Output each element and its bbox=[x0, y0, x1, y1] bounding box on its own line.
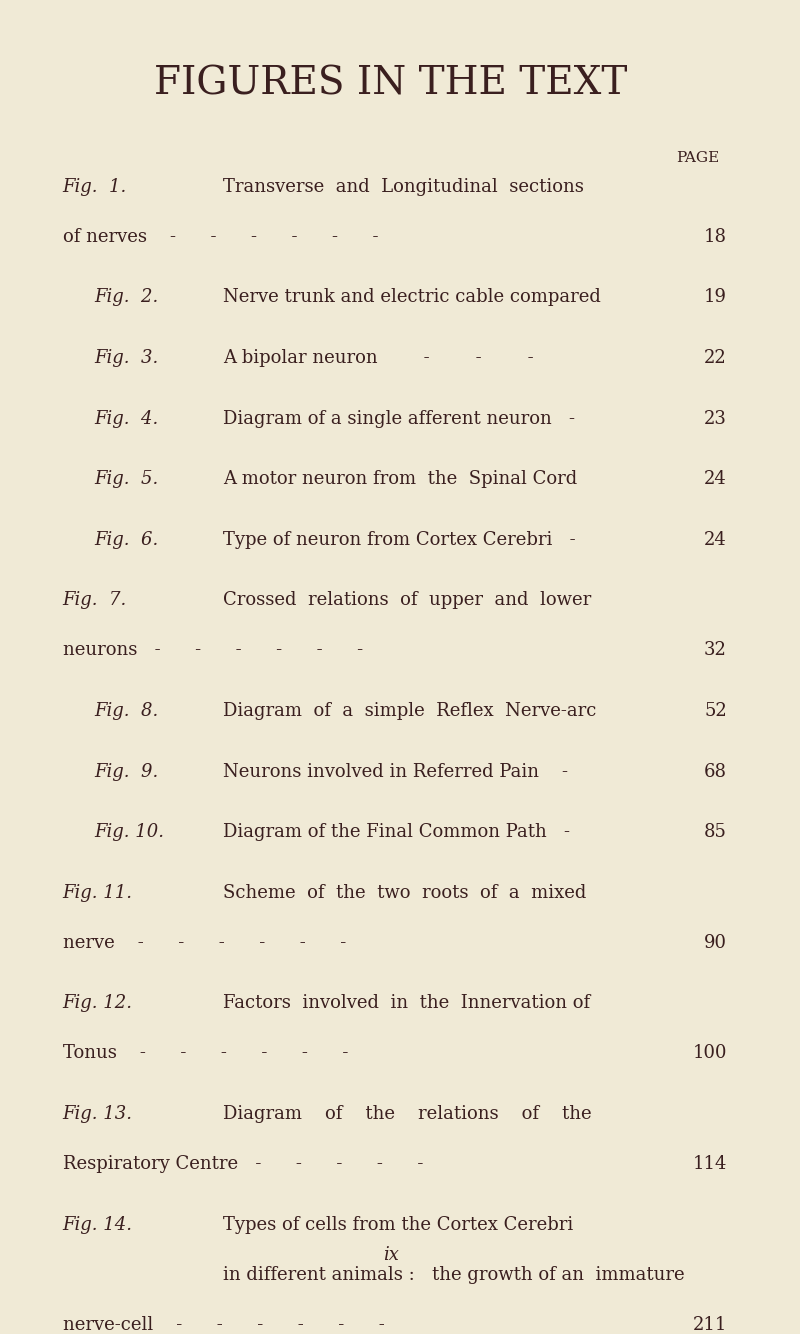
Text: Fig.  4.: Fig. 4. bbox=[94, 410, 158, 428]
Text: Factors  involved  in  the  Innervation of: Factors involved in the Innervation of bbox=[222, 994, 590, 1013]
Text: Diagram of the Final Common Path   -: Diagram of the Final Common Path - bbox=[222, 823, 570, 842]
Text: Transverse  and  Longitudinal  sections: Transverse and Longitudinal sections bbox=[222, 177, 584, 196]
Text: 24: 24 bbox=[704, 470, 727, 488]
Text: 19: 19 bbox=[704, 288, 727, 307]
Text: 85: 85 bbox=[704, 823, 727, 842]
Text: 52: 52 bbox=[704, 702, 727, 720]
Text: nerve    -      -      -      -      -      -: nerve - - - - - - bbox=[62, 934, 346, 951]
Text: Fig.  6.: Fig. 6. bbox=[94, 531, 158, 548]
Text: Neurons involved in Referred Pain    -: Neurons involved in Referred Pain - bbox=[222, 763, 568, 780]
Text: Nerve trunk and electric cable compared: Nerve trunk and electric cable compared bbox=[222, 288, 601, 307]
Text: in different animals :   the growth of an  immature: in different animals : the growth of an … bbox=[222, 1266, 685, 1283]
Text: FIGURES IN THE TEXT: FIGURES IN THE TEXT bbox=[154, 65, 627, 103]
Text: 114: 114 bbox=[693, 1155, 727, 1173]
Text: Types of cells from the Cortex Cerebri: Types of cells from the Cortex Cerebri bbox=[222, 1215, 573, 1234]
Text: 68: 68 bbox=[704, 763, 727, 780]
Text: Tonus    -      -      -      -      -      -: Tonus - - - - - - bbox=[62, 1045, 348, 1062]
Text: Fig.  8.: Fig. 8. bbox=[94, 702, 158, 720]
Text: 32: 32 bbox=[704, 642, 727, 659]
Text: Fig.  7.: Fig. 7. bbox=[62, 591, 126, 610]
Text: 22: 22 bbox=[704, 350, 727, 367]
Text: Fig.  2.: Fig. 2. bbox=[94, 288, 158, 307]
Text: 18: 18 bbox=[704, 228, 727, 245]
Text: Diagram    of    the    relations    of    the: Diagram of the relations of the bbox=[222, 1105, 591, 1123]
Text: ix: ix bbox=[383, 1246, 398, 1265]
Text: Crossed  relations  of  upper  and  lower: Crossed relations of upper and lower bbox=[222, 591, 591, 610]
Text: Fig. 13.: Fig. 13. bbox=[62, 1105, 133, 1123]
Text: PAGE: PAGE bbox=[676, 152, 719, 165]
Text: of nerves    -      -      -      -      -      -: of nerves - - - - - - bbox=[62, 228, 378, 245]
Text: Type of neuron from Cortex Cerebri   -: Type of neuron from Cortex Cerebri - bbox=[222, 531, 575, 548]
Text: 24: 24 bbox=[704, 531, 727, 548]
Text: nerve-cell    -      -      -      -      -      -: nerve-cell - - - - - - bbox=[62, 1315, 384, 1334]
Text: 211: 211 bbox=[693, 1315, 727, 1334]
Text: Fig. 11.: Fig. 11. bbox=[62, 883, 133, 902]
Text: Respiratory Centre   -      -      -      -      -: Respiratory Centre - - - - - bbox=[62, 1155, 423, 1173]
Text: Fig.  1.: Fig. 1. bbox=[62, 177, 126, 196]
Text: Fig. 12.: Fig. 12. bbox=[62, 994, 133, 1013]
Text: 90: 90 bbox=[704, 934, 727, 951]
Text: Fig.  3.: Fig. 3. bbox=[94, 350, 158, 367]
Text: Scheme  of  the  two  roots  of  a  mixed: Scheme of the two roots of a mixed bbox=[222, 883, 586, 902]
Text: Diagram of a single afferent neuron   -: Diagram of a single afferent neuron - bbox=[222, 410, 574, 428]
Text: Fig. 10.: Fig. 10. bbox=[94, 823, 164, 842]
Text: Diagram  of  a  simple  Reflex  Nerve-arc: Diagram of a simple Reflex Nerve-arc bbox=[222, 702, 596, 720]
Text: Fig.  9.: Fig. 9. bbox=[94, 763, 158, 780]
Text: A motor neuron from  the  Spinal Cord: A motor neuron from the Spinal Cord bbox=[222, 470, 577, 488]
Text: 100: 100 bbox=[693, 1045, 727, 1062]
Text: Fig. 14.: Fig. 14. bbox=[62, 1215, 133, 1234]
Text: Fig.  5.: Fig. 5. bbox=[94, 470, 158, 488]
Text: 23: 23 bbox=[704, 410, 727, 428]
Text: A bipolar neuron        -        -        -: A bipolar neuron - - - bbox=[222, 350, 534, 367]
Text: neurons   -      -      -      -      -      -: neurons - - - - - - bbox=[62, 642, 362, 659]
